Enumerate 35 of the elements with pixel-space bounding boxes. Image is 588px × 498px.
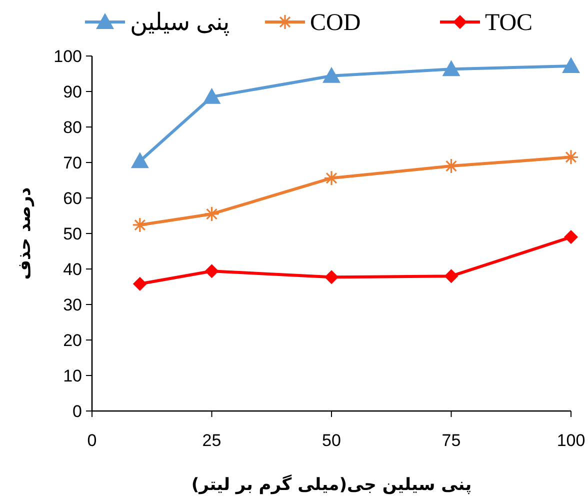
point xyxy=(204,264,219,278)
y-tick-label: 40 xyxy=(63,260,82,279)
point xyxy=(132,276,147,291)
point xyxy=(324,170,340,186)
y-tick-label: 60 xyxy=(63,189,82,208)
point xyxy=(442,60,460,76)
x-tick-label: 25 xyxy=(202,431,222,450)
legend-label: TOC xyxy=(485,10,533,36)
legend-label: COD xyxy=(310,10,361,36)
x-tick-label: 50 xyxy=(322,431,341,450)
y-tick-label: 80 xyxy=(63,118,82,137)
y-tick-label: 0 xyxy=(72,402,82,421)
y-tick-label: 20 xyxy=(63,331,82,350)
point xyxy=(324,270,338,284)
legend-label: پنی سیلین xyxy=(130,10,230,36)
point xyxy=(132,217,148,233)
x-axis-title: پنی سیلین جی(میلی گرم بر لیتر) xyxy=(191,474,472,495)
x-tick-label: 0 xyxy=(87,431,97,450)
x-tick-label: 100 xyxy=(556,431,586,450)
point xyxy=(444,269,458,284)
point xyxy=(563,149,579,165)
y-tick-label: 10 xyxy=(63,366,82,386)
x-tick-label: 75 xyxy=(442,431,461,450)
y-axis-title: درصد حذف xyxy=(15,186,35,280)
y-tick-label: 70 xyxy=(63,154,82,172)
y-tick-label: 90 xyxy=(63,82,82,102)
point xyxy=(564,230,578,244)
point xyxy=(130,152,149,168)
y-tick-label: 50 xyxy=(63,224,82,244)
point xyxy=(562,56,580,73)
point xyxy=(204,206,220,222)
y-tick-label: 30 xyxy=(63,296,82,314)
y-tick-label: 100 xyxy=(54,47,82,66)
point xyxy=(202,88,221,104)
point xyxy=(322,66,340,83)
